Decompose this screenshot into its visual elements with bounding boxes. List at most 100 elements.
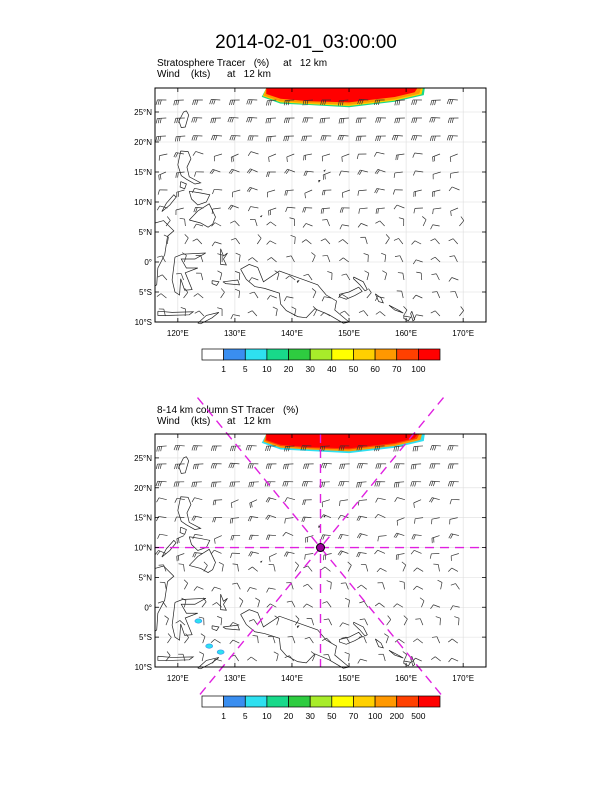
- wind-barb: [302, 499, 312, 505]
- wind-barb: [191, 445, 203, 451]
- wind-barb: [228, 462, 240, 469]
- wind-barb: [448, 533, 460, 539]
- wind-barb: [450, 605, 460, 611]
- wind-barb: [228, 168, 240, 175]
- wind-barb: [246, 168, 258, 174]
- wind-barb: [321, 153, 331, 162]
- wind-barb: [410, 481, 422, 487]
- wind-barb: [374, 188, 385, 194]
- wind-barb: [247, 587, 257, 592]
- wind-barb: [230, 237, 241, 245]
- wind-barb: [411, 534, 422, 540]
- coastline: [157, 655, 195, 661]
- wind-barb: [196, 272, 204, 281]
- wind-barb: [430, 256, 441, 263]
- wind-barb: [266, 240, 277, 245]
- lat-tick-label: 5°S: [139, 288, 152, 297]
- wind-barb: [303, 273, 313, 281]
- wind-barb: [302, 207, 313, 213]
- wind-barb: [173, 152, 184, 158]
- wind-barb: [155, 480, 167, 487]
- wind-barb: [449, 171, 459, 179]
- wind-barb: [394, 117, 405, 124]
- wind-barb: [210, 445, 222, 451]
- wind-barb: [304, 189, 313, 199]
- wind-barb: [165, 216, 171, 227]
- wind-barb: [374, 296, 385, 302]
- bottom-map-panel: 25°N 20°N 15°N 10°N 5°N 0° 5°S 10°S 120°E 130°E 14…: [134, 397, 487, 698]
- wind-barb: [338, 239, 349, 245]
- wind-barb: [375, 463, 387, 469]
- wind-barb: [374, 99, 385, 106]
- wind-barb: [174, 463, 185, 470]
- wind-barb: [320, 238, 331, 245]
- wind-barb: [375, 135, 386, 142]
- wind-barb: [338, 99, 349, 106]
- wind-barb: [431, 535, 440, 544]
- wind-barb: [448, 238, 458, 245]
- tracer-patch: [194, 618, 203, 624]
- bottom-panel-title: 8-14 km column ST Tracer (%) Wind (kts) …: [157, 405, 299, 427]
- wind-barb: [411, 240, 422, 245]
- colorbar-label: 50: [349, 364, 359, 374]
- wind-barb: [357, 584, 367, 590]
- top-panel-title: Stratosphere Tracer (%) at 12 km Wind (k…: [157, 58, 327, 80]
- colorbar-label: 5: [243, 364, 248, 374]
- wind-barb: [156, 497, 167, 503]
- wind-barb: [211, 207, 221, 215]
- wind-barb: [323, 618, 332, 626]
- colorbar-swatch: [201, 348, 224, 361]
- wind-barb: [284, 551, 295, 557]
- colorbar-swatch: [223, 348, 246, 361]
- wind-barb: [340, 310, 350, 317]
- wind-barb: [199, 651, 205, 662]
- wind-barb: [266, 257, 277, 263]
- lon-tick-label: 160°E: [395, 329, 417, 338]
- wind-barb: [155, 550, 166, 556]
- colorbar-swatch: [266, 348, 289, 361]
- wind-barb: [396, 517, 405, 526]
- wind-barb: [246, 99, 258, 105]
- wind-barb: [290, 234, 296, 245]
- wind-barb: [286, 600, 296, 608]
- colorbar-swatch: [288, 695, 311, 708]
- colorbar-label: 1: [221, 711, 226, 721]
- wind-barb: [327, 271, 333, 281]
- wind-barb: [284, 655, 295, 662]
- wind-barb: [217, 307, 223, 317]
- wind-barb: [392, 189, 403, 195]
- wind-barb: [174, 135, 186, 142]
- lon-tick-label: 120°E: [167, 674, 189, 683]
- wind-barb: [284, 517, 294, 524]
- lat-tick-label: 15°N: [134, 168, 152, 177]
- coastline: [323, 515, 326, 518]
- wind-barb: [211, 222, 222, 227]
- wind-barb: [283, 463, 294, 470]
- coastline: [323, 169, 326, 172]
- wind-barb: [449, 499, 460, 505]
- wind-barb: [210, 549, 222, 555]
- wind-barb: [411, 135, 423, 141]
- coastline: [403, 315, 412, 322]
- coastline: [403, 660, 412, 667]
- wind-barb: [247, 656, 258, 662]
- coastline: [188, 548, 216, 574]
- coastline: [296, 625, 300, 629]
- wind-barb: [286, 153, 295, 162]
- wind-barb: [429, 463, 441, 469]
- wind-barb: [156, 516, 167, 522]
- wind-barb: [413, 585, 424, 591]
- wind-barb: [229, 639, 240, 645]
- wind-barb: [413, 499, 422, 508]
- colorbar-label: 20: [284, 364, 294, 374]
- wind-barb: [415, 618, 424, 626]
- wind-barb: [430, 224, 440, 230]
- wind-barb: [375, 220, 385, 227]
- coastline: [240, 609, 350, 669]
- coastline: [179, 181, 187, 190]
- colorbar-label: 100: [411, 364, 425, 374]
- wind-barb: [158, 171, 167, 181]
- wind-barb: [217, 253, 223, 263]
- wind-barb: [338, 480, 350, 487]
- wind-barb: [430, 238, 440, 245]
